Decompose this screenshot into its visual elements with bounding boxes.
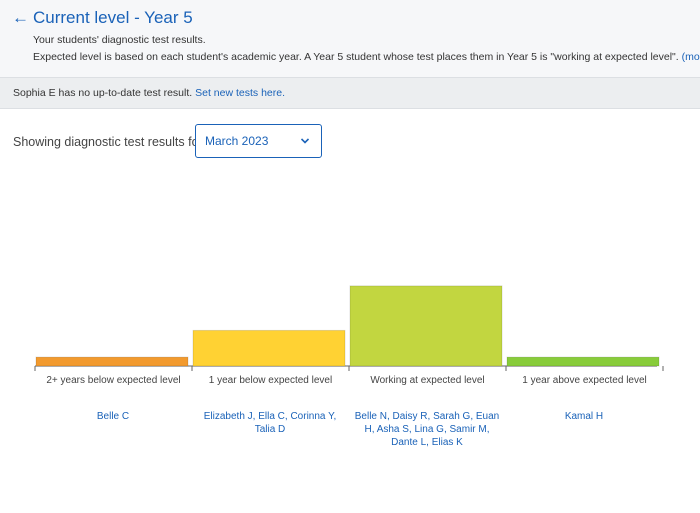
level-explanation: Expected level is based on each student'… — [33, 51, 700, 64]
notice-text-wrap: Sophia E has no up-to-date test result. … — [13, 78, 285, 108]
x-tick-label: Working at expected level — [370, 375, 484, 386]
page-header: ← Current level - Year 5 Your students' … — [0, 0, 700, 78]
set-new-tests-link[interactable]: Set new tests here. — [195, 87, 286, 99]
more-link[interactable]: (more...) — [681, 51, 700, 63]
student-list-2[interactable]: Belle N, Daisy R, Sarah G, Euan H, Asha … — [354, 411, 500, 448]
bar-1[interactable] — [192, 329, 346, 367]
chevron-down-icon — [301, 138, 309, 144]
bar-0[interactable] — [35, 356, 189, 367]
x-tick-label: 1 year above expected level — [522, 375, 647, 386]
student-list-1[interactable]: Elizabeth J, Ella C, Corinna Y, Talia D — [203, 411, 337, 435]
notice-text: Sophia E has no up-to-date test result. — [13, 87, 193, 99]
filter-label: Showing diagnostic test results for — [13, 135, 203, 149]
bar-2[interactable] — [349, 285, 503, 367]
test-date-select[interactable]: March 2023 — [195, 124, 322, 158]
page-title: Current level - Year 5 — [33, 8, 193, 27]
missing-test-notice: Sophia E has no up-to-date test result. … — [0, 78, 700, 109]
levels-bar-chart: 2+ years below expected level 1 year belo… — [34, 285, 664, 386]
explanation-text: Expected level is based on each student'… — [33, 51, 679, 63]
back-arrow-icon[interactable]: ← — [12, 8, 29, 27]
x-tick-label: 1 year below expected level — [209, 375, 332, 386]
test-date-select-value: March 2023 — [205, 134, 269, 148]
student-list-3[interactable]: Kamal H — [564, 411, 604, 422]
student-list-0[interactable]: Belle C — [96, 411, 130, 422]
page-subtitle: Your students' diagnostic test results. — [33, 34, 206, 46]
x-tick-label: 2+ years below expected level — [46, 375, 180, 386]
bar-3[interactable] — [506, 356, 660, 367]
